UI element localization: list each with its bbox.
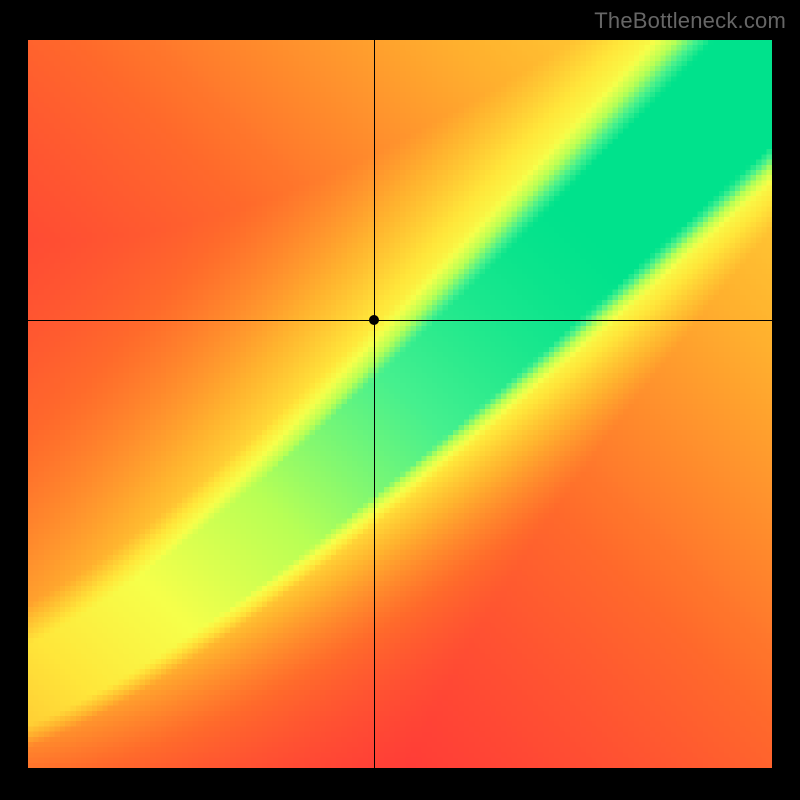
plot-area	[28, 40, 772, 768]
heatmap-canvas	[28, 40, 772, 768]
figure-frame: TheBottleneck.com	[0, 0, 800, 800]
crosshair-horizontal	[28, 320, 772, 321]
watermark-text: TheBottleneck.com	[594, 8, 786, 34]
crosshair-vertical	[374, 40, 375, 768]
